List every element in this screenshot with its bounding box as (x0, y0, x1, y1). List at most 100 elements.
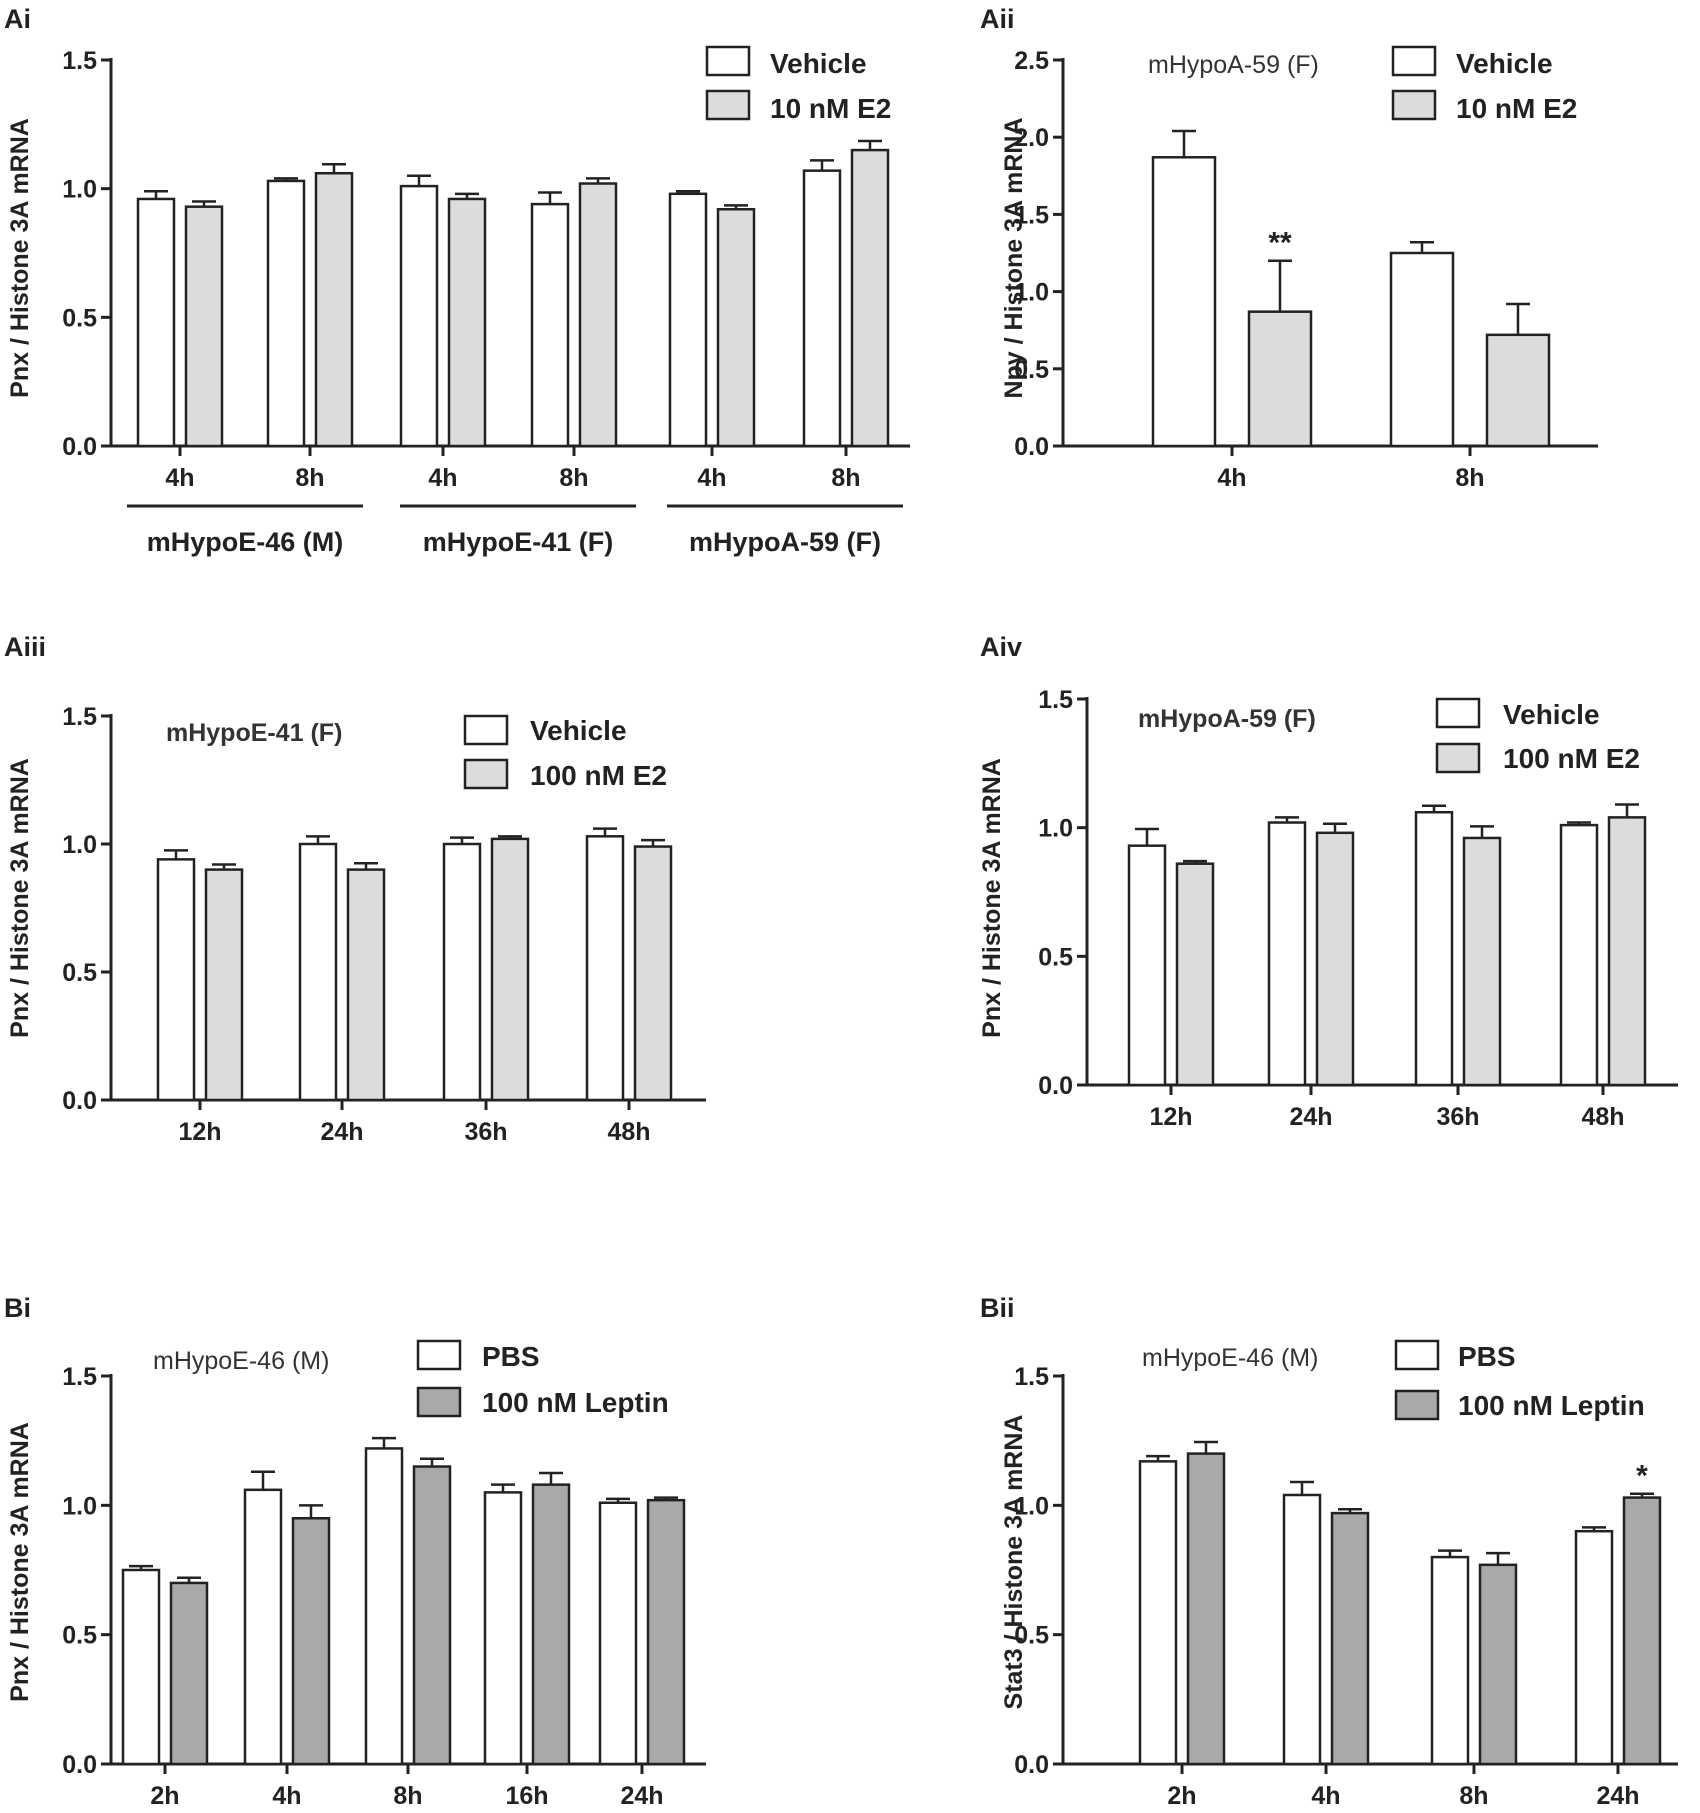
legend-label-leptin: 100 nM Leptin (482, 1387, 669, 1418)
cell-line-annotation: mHypoA-59 (F) (1148, 51, 1319, 79)
legend-swatch-pbs (1394, 1339, 1440, 1371)
bar (1559, 823, 1599, 1087)
significance-marker: * (1636, 1460, 1648, 1493)
y-tick-label: 0.0 (1038, 1072, 1073, 1100)
x-tick-label: 8h (295, 464, 324, 492)
x-tick-label: 36h (1436, 1103, 1479, 1131)
x-tick-label: 24h (1289, 1103, 1332, 1131)
bar (1282, 1493, 1322, 1766)
y-tick-label: 1.0 (1038, 815, 1073, 843)
bar (1414, 810, 1454, 1087)
x-tick-label: 12h (178, 1118, 221, 1146)
legend-label-vehicle: Vehicle (530, 715, 627, 746)
bar (578, 182, 618, 448)
legend-swatch-vehicle (1435, 697, 1481, 729)
legend-label-e2: 10 nM E2 (770, 93, 891, 124)
x-tick-label: 24h (1596, 1782, 1639, 1810)
bar (1462, 836, 1502, 1087)
x-tick-label: 8h (831, 464, 860, 492)
group-label: mHypoE-46 (M) (147, 527, 344, 557)
y-axis-label: Pnx / Histone 3A mRNA (6, 118, 34, 398)
y-axis-label: Pnx / Histone 3A mRNA (6, 1422, 34, 1702)
legend: PBS 100 nM Leptin (1394, 1339, 1645, 1421)
bar (1330, 1511, 1370, 1766)
bar (1151, 156, 1217, 448)
x-tick-label: 4h (428, 464, 457, 492)
y-tick-label: 1.5 (62, 47, 97, 75)
bar (1127, 844, 1167, 1087)
bar (1389, 251, 1455, 448)
cell-line-annotation: mHypoE-41 (F) (166, 719, 342, 747)
panel-bii: Bii Stat3 / Histone 3A mRNA mHypoE-46 (M… (980, 1293, 1678, 1810)
bar (121, 1568, 161, 1766)
y-tick-label: 2.0 (1014, 124, 1049, 152)
y-tick-label: 1.0 (62, 1492, 97, 1520)
panel-letter: Ai (4, 4, 31, 34)
panel-ai: Ai Pnx / Histone 3A mRNA Vehicle 10 nM E… (4, 4, 910, 557)
bar (1622, 1496, 1662, 1766)
bar (1478, 1563, 1518, 1766)
legend-swatch-vehicle (1391, 45, 1437, 77)
bar (850, 148, 890, 448)
x-tick-label: 2h (150, 1782, 179, 1810)
bar (598, 1501, 638, 1766)
x-tick-label: 48h (607, 1118, 650, 1146)
y-tick-label: 0.0 (1014, 1751, 1049, 1779)
bar (346, 868, 386, 1102)
bar (802, 169, 842, 448)
y-axis-label: Stat3 / Histone 3A mRNA (1000, 1415, 1028, 1710)
y-tick-label: 0.5 (62, 304, 97, 332)
bar (1430, 1555, 1470, 1766)
legend-label-pbs: PBS (482, 1341, 540, 1372)
bar (531, 1483, 571, 1766)
legend: Vehicle 10 nM E2 (1391, 45, 1577, 124)
legend-label-vehicle: Vehicle (770, 48, 867, 79)
y-tick-label: 0.5 (62, 959, 97, 987)
bar (1247, 310, 1313, 448)
legend-swatch-e2 (1435, 742, 1481, 774)
y-tick-label: 1.5 (1014, 1363, 1049, 1391)
x-tick-label: 4h (697, 464, 726, 492)
legend-label-e2: 100 nM E2 (530, 760, 667, 791)
x-tick-label: 8h (1459, 1782, 1488, 1810)
panel-letter: Bi (4, 1293, 31, 1323)
y-tick-label: 1.0 (62, 176, 97, 204)
x-tick-label: 48h (1581, 1103, 1624, 1131)
legend: Vehicle 100 nM E2 (463, 714, 667, 791)
bar (314, 171, 354, 448)
bar (668, 192, 708, 448)
panel-bi: Bi Pnx / Histone 3A mRNA mHypoE-46 (M) P… (4, 1293, 706, 1810)
bar (291, 1517, 331, 1766)
y-tick-label: 0.0 (1014, 433, 1049, 461)
bar (169, 1581, 209, 1766)
legend-swatch-pbs (416, 1339, 462, 1371)
y-tick-label: 0.5 (62, 1622, 97, 1650)
bar (483, 1491, 523, 1766)
bar (1574, 1529, 1614, 1766)
y-tick-label: 1.0 (1014, 1492, 1049, 1520)
y-tick-label: 1.5 (1038, 686, 1073, 714)
bar (1485, 333, 1551, 448)
panel-letter: Aii (980, 4, 1015, 34)
legend-label-e2: 100 nM E2 (1503, 743, 1640, 774)
bar (633, 845, 673, 1102)
bar (243, 1488, 283, 1766)
bar (298, 842, 338, 1102)
panel-aii: Aii Npy / Histone 3A mRNA mHypoA-59 (F) … (980, 4, 1598, 492)
cell-line-annotation: mHypoE-46 (M) (1142, 1344, 1318, 1372)
legend-swatch-vehicle (705, 45, 751, 77)
bar (716, 208, 756, 448)
x-tick-label: 4h (165, 464, 194, 492)
legend: PBS 100 nM Leptin (416, 1339, 669, 1418)
panel-letter: Aiii (4, 632, 46, 662)
group-label: mHypoE-41 (F) (423, 527, 614, 557)
y-tick-label: 1.5 (62, 703, 97, 731)
cell-line-annotation: mHypoA-59 (F) (1138, 705, 1316, 733)
x-tick-label: 12h (1149, 1103, 1192, 1131)
bar (399, 184, 439, 448)
bar (1175, 862, 1215, 1087)
y-tick-label: 0.5 (1014, 1622, 1049, 1650)
legend-swatch-leptin (416, 1386, 462, 1418)
legend-swatch-e2 (463, 758, 509, 790)
x-tick-label: 8h (559, 464, 588, 492)
